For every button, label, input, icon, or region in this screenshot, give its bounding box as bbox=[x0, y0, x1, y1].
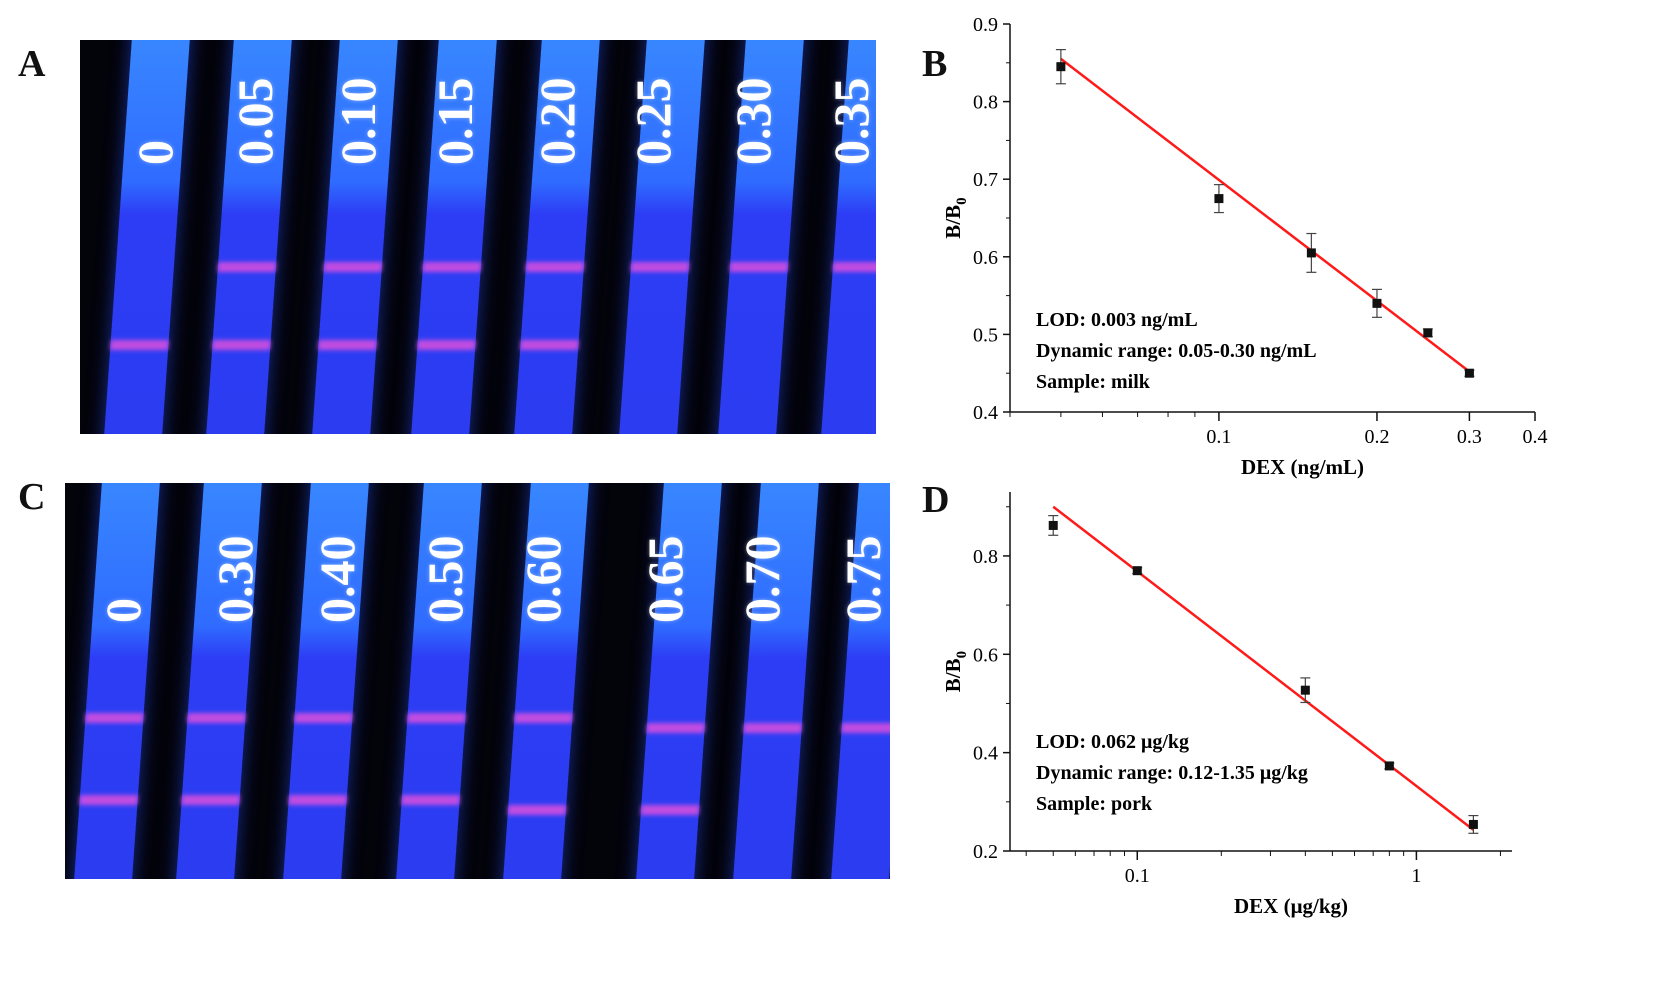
data-point bbox=[1132, 566, 1142, 576]
strip-band bbox=[841, 723, 890, 733]
concentration-label: 0.60 bbox=[515, 535, 571, 624]
strip-band bbox=[212, 340, 271, 350]
panel-label-a: A bbox=[18, 43, 46, 85]
strip-band bbox=[401, 795, 461, 805]
data-point bbox=[1464, 368, 1474, 378]
chart-b: 0.4 0.5 0.6 0.7 0.8 0.9 0.1 0.2 0.3 0.4 DEX (ng/mL… bbox=[941, 14, 1548, 479]
y-axis-label: B/B0 bbox=[941, 197, 970, 238]
y-tick-label: 0.2 bbox=[973, 841, 998, 863]
y-axis-label-main: B/B bbox=[941, 658, 965, 692]
strip-band bbox=[181, 795, 241, 805]
strip-band bbox=[646, 723, 706, 733]
strip-band bbox=[520, 340, 579, 350]
annotation: Sample: milk bbox=[1036, 371, 1151, 393]
strip-band bbox=[743, 723, 803, 733]
y-tick-label: 0.4 bbox=[973, 743, 998, 765]
concentration-label: 0.20 bbox=[529, 77, 585, 166]
data-point bbox=[1048, 520, 1058, 530]
concentration-label: 0 bbox=[127, 140, 183, 165]
concentration-label: 0.35 bbox=[823, 77, 876, 166]
y-tick-label: 0.6 bbox=[973, 644, 998, 666]
data-point bbox=[1384, 761, 1394, 771]
strip-band bbox=[294, 713, 353, 723]
data-point bbox=[1372, 298, 1382, 308]
x-tick-label: 0.3 bbox=[1457, 426, 1482, 448]
strip-band bbox=[422, 262, 482, 272]
test-strip-photo-c: 0 0.30 0.40 0.50 0.60 0.65 0.70 0.75 bbox=[65, 483, 890, 879]
concentration-label: 0.15 bbox=[427, 77, 483, 166]
y-tick-label: 0.8 bbox=[973, 92, 998, 114]
concentration-label: 0.50 bbox=[417, 535, 473, 624]
strip-band bbox=[640, 805, 700, 815]
y-tick-label: 0.8 bbox=[973, 546, 998, 568]
x-axis-label: DEX (μg/kg) bbox=[1234, 894, 1348, 918]
y-tick-label: 0.6 bbox=[973, 247, 998, 269]
strip-band bbox=[514, 713, 573, 723]
data-point bbox=[1214, 194, 1224, 204]
test-strip bbox=[72, 483, 162, 879]
concentration-label: 0.10 bbox=[330, 77, 386, 166]
concentration-label: 0.65 bbox=[637, 535, 693, 624]
concentration-label: 0.30 bbox=[725, 77, 781, 166]
strip-band bbox=[85, 713, 144, 723]
concentration-label: 0.05 bbox=[227, 77, 283, 166]
concentration-label: 0.30 bbox=[207, 535, 263, 624]
y-axis-label-subscript: 0 bbox=[954, 651, 970, 659]
data-point bbox=[1468, 819, 1478, 829]
concentration-label: 0 bbox=[95, 598, 151, 623]
concentration-label: 0.70 bbox=[734, 535, 790, 624]
strip-band bbox=[323, 262, 383, 272]
fit-line bbox=[1052, 505, 1475, 831]
concentration-label: 0.40 bbox=[309, 535, 365, 624]
strip-band bbox=[318, 340, 377, 350]
strip-band bbox=[187, 713, 246, 723]
strip-band bbox=[832, 262, 876, 272]
concentration-label: 0.75 bbox=[835, 535, 890, 624]
annotation: LOD: 0.062 μg/kg bbox=[1036, 731, 1189, 753]
y-axis-label-main: B/B bbox=[941, 205, 965, 239]
x-axis-label: DEX (ng/mL) bbox=[1241, 455, 1364, 479]
x-tick-label: 1 bbox=[1411, 865, 1421, 887]
panel-label-b: B bbox=[922, 43, 948, 85]
chart-d: 0.2 0.4 0.6 0.8 0.1 1 DEX (μg/kg) B/B0 LOD: 0.06… bbox=[941, 492, 1512, 918]
x-tick-label: 0.1 bbox=[1206, 426, 1231, 448]
y-tick-label: 0.7 bbox=[973, 169, 998, 191]
strip-band bbox=[729, 262, 789, 272]
x-tick-label: 0.2 bbox=[1364, 426, 1389, 448]
data-point bbox=[1306, 248, 1316, 258]
data-point bbox=[1423, 328, 1433, 338]
strip-band bbox=[217, 262, 277, 272]
y-tick-label: 0.4 bbox=[973, 402, 998, 424]
x-tick-label: 0.1 bbox=[1125, 865, 1150, 887]
annotation: Sample: pork bbox=[1036, 793, 1153, 815]
y-tick-label: 0.5 bbox=[973, 324, 998, 346]
strip-band bbox=[507, 805, 567, 815]
y-axis-label: B/B0 bbox=[941, 651, 970, 692]
strip-band bbox=[417, 340, 476, 350]
strip-band bbox=[110, 340, 169, 350]
y-axis-label-subscript: 0 bbox=[954, 197, 970, 205]
strip-band bbox=[525, 262, 585, 272]
data-point bbox=[1300, 685, 1310, 695]
fit-line bbox=[1060, 57, 1471, 373]
panel-label-d: D bbox=[922, 479, 950, 521]
data-point bbox=[1056, 62, 1066, 72]
annotation: LOD: 0.003 ng/mL bbox=[1036, 309, 1198, 331]
strip-band bbox=[79, 795, 139, 805]
y-tick-label: 0.9 bbox=[973, 14, 998, 36]
annotation: Dynamic range: 0.05-0.30 ng/mL bbox=[1036, 340, 1317, 362]
concentration-label: 0.25 bbox=[625, 77, 681, 166]
panel-label-c: C bbox=[18, 476, 46, 518]
x-tick-label: 0.4 bbox=[1523, 426, 1548, 448]
annotation: Dynamic range: 0.12-1.35 μg/kg bbox=[1036, 762, 1308, 784]
test-strip bbox=[102, 40, 192, 434]
strip-band bbox=[630, 262, 690, 272]
test-strip-photo-a: 0 0.05 0.10 0.15 0.20 0.25 0.30 0.35 bbox=[80, 40, 876, 434]
strip-band bbox=[288, 795, 348, 805]
strip-band bbox=[407, 713, 466, 723]
